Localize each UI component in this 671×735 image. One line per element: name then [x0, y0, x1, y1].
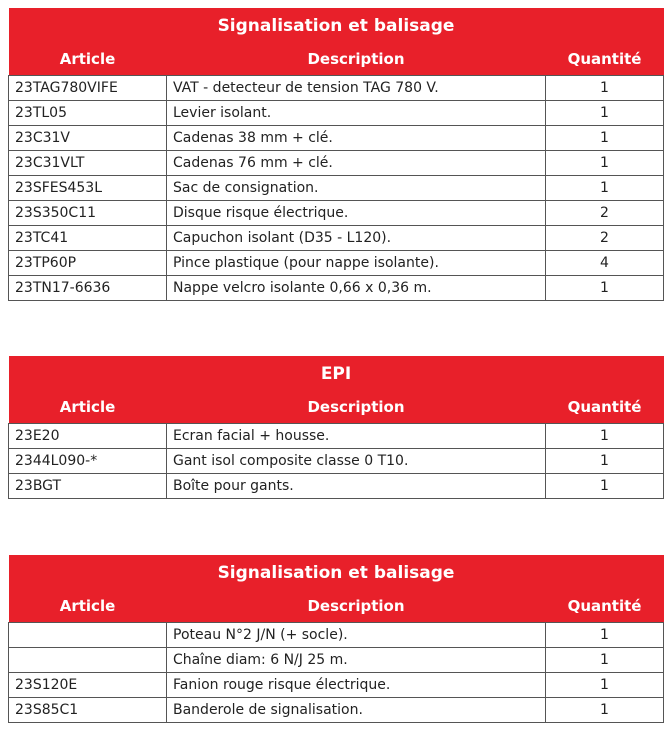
table-cell: 1 — [544, 672, 665, 698]
table: Signalisation et balisage Article Descript… — [8, 8, 665, 301]
table-cell: 23S85C1 — [8, 697, 167, 723]
table-row: 23C31VLT Cadenas 76 mm + clé. 1 — [8, 150, 665, 176]
table-cell: Pince plastique (pour nappe isolante). — [166, 250, 546, 276]
table-cell: 23SFES453L — [8, 175, 167, 201]
table-row: 23TAG780VIFE VAT - detecteur de tension T… — [8, 75, 665, 101]
table-cell: Ecran facial + housse. — [166, 423, 546, 449]
table-row: 23TC41 Capuchon isolant (D35 - L120). 2 — [8, 225, 665, 251]
table-cell: 23E20 — [8, 423, 167, 449]
header-row: Article Description Quantité — [8, 590, 664, 623]
table-cell: 1 — [544, 175, 665, 201]
table-cell: 1 — [544, 125, 665, 151]
table-cell: 23TC41 — [8, 225, 167, 251]
table-cell: Boîte pour gants. — [166, 473, 546, 499]
column-header: Description — [166, 590, 546, 623]
table: EPI Article Description Quantité 23E20 Ecran … — [8, 356, 665, 499]
table-cell: 2344L090-* — [8, 448, 167, 474]
table-cell: 1 — [544, 473, 665, 499]
column-header: Quantité — [545, 590, 664, 623]
table-row: 23S85C1 Banderole de signalisation. 1 — [8, 697, 665, 723]
table-cell: 1 — [544, 697, 665, 723]
table-row: 2344L090-* Gant isol composite classe 0 T… — [8, 448, 665, 474]
table-cell: Gant isol composite classe 0 T10. — [166, 448, 546, 474]
table-row: Poteau N°2 J/N (+ socle). 1 — [8, 622, 665, 648]
table: Signalisation et balisage Article Descript… — [8, 555, 665, 723]
table-cell: 1 — [544, 275, 665, 301]
table-cell: VAT - detecteur de tension TAG 780 V. — [166, 75, 546, 101]
table-cell: Chaîne diam: 6 N/J 25 m. — [166, 647, 546, 673]
table-cell: 1 — [544, 100, 665, 126]
column-header: Quantité — [545, 391, 664, 424]
table-row: 23TL05 Levier isolant. 1 — [8, 100, 665, 126]
table-cell — [8, 622, 167, 648]
table-row: Chaîne diam: 6 N/J 25 m. 1 — [8, 647, 665, 673]
table-row: 23S350C11 Disque risque électrique. 2 — [8, 200, 665, 226]
column-header: Article — [8, 43, 167, 76]
table-cell: 1 — [544, 423, 665, 449]
title-row: Signalisation et balisage — [8, 8, 664, 43]
table-cell: 1 — [544, 448, 665, 474]
table-cell: 1 — [544, 647, 665, 673]
table-cell: Banderole de signalisation. — [166, 697, 546, 723]
table-cell: 23C31V — [8, 125, 167, 151]
table-cell: 1 — [544, 75, 665, 101]
table-cell: Disque risque électrique. — [166, 200, 546, 226]
table-title: Signalisation et balisage — [8, 555, 664, 590]
table-cell: 2 — [544, 200, 665, 226]
table-cell: 23S350C11 — [8, 200, 167, 226]
table-cell: Cadenas 38 mm + clé. — [166, 125, 546, 151]
table-row: 23E20 Ecran facial + housse. 1 — [8, 423, 665, 449]
table-row: 23C31V Cadenas 38 mm + clé. 1 — [8, 125, 665, 151]
header-row: Article Description Quantité — [8, 391, 664, 424]
table-cell: Poteau N°2 J/N (+ socle). — [166, 622, 546, 648]
table-cell: 23TN17-6636 — [8, 275, 167, 301]
column-header: Article — [8, 391, 167, 424]
table-row: 23TN17-6636 Nappe velcro isolante 0,66 x … — [8, 275, 665, 301]
table-cell: 23BGT — [8, 473, 167, 499]
table-cell: Nappe velcro isolante 0,66 x 0,36 m. — [166, 275, 546, 301]
table-cell: 23TL05 — [8, 100, 167, 126]
column-header: Article — [8, 590, 167, 623]
table-cell: 23S120E — [8, 672, 167, 698]
table-cell: Sac de consignation. — [166, 175, 546, 201]
table-cell: Capuchon isolant (D35 - L120). — [166, 225, 546, 251]
table-title: Signalisation et balisage — [8, 8, 664, 43]
table-row: 23TP60P Pince plastique (pour nappe isola… — [8, 250, 665, 276]
table-cell: Cadenas 76 mm + clé. — [166, 150, 546, 176]
table-cell: 23TAG780VIFE — [8, 75, 167, 101]
table-cell: 23C31VLT — [8, 150, 167, 176]
table-cell — [8, 647, 167, 673]
table-row: 23BGT Boîte pour gants. 1 — [8, 473, 665, 499]
table-cell: 1 — [544, 622, 665, 648]
table-cell: 2 — [544, 225, 665, 251]
column-header: Description — [166, 43, 546, 76]
title-row: Signalisation et balisage — [8, 555, 664, 590]
table-row: 23SFES453L Sac de consignation. 1 — [8, 175, 665, 201]
table-cell: 1 — [544, 150, 665, 176]
table-cell: 23TP60P — [8, 250, 167, 276]
header-row: Article Description Quantité — [8, 43, 664, 76]
table-row: 23S120E Fanion rouge risque électrique. 1 — [8, 672, 665, 698]
table-cell: 4 — [544, 250, 665, 276]
table-cell: Levier isolant. — [166, 100, 546, 126]
table-cell: Fanion rouge risque électrique. — [166, 672, 546, 698]
column-header: Description — [166, 391, 546, 424]
table-title: EPI — [8, 356, 664, 391]
column-header: Quantité — [545, 43, 664, 76]
title-row: EPI — [8, 356, 664, 391]
